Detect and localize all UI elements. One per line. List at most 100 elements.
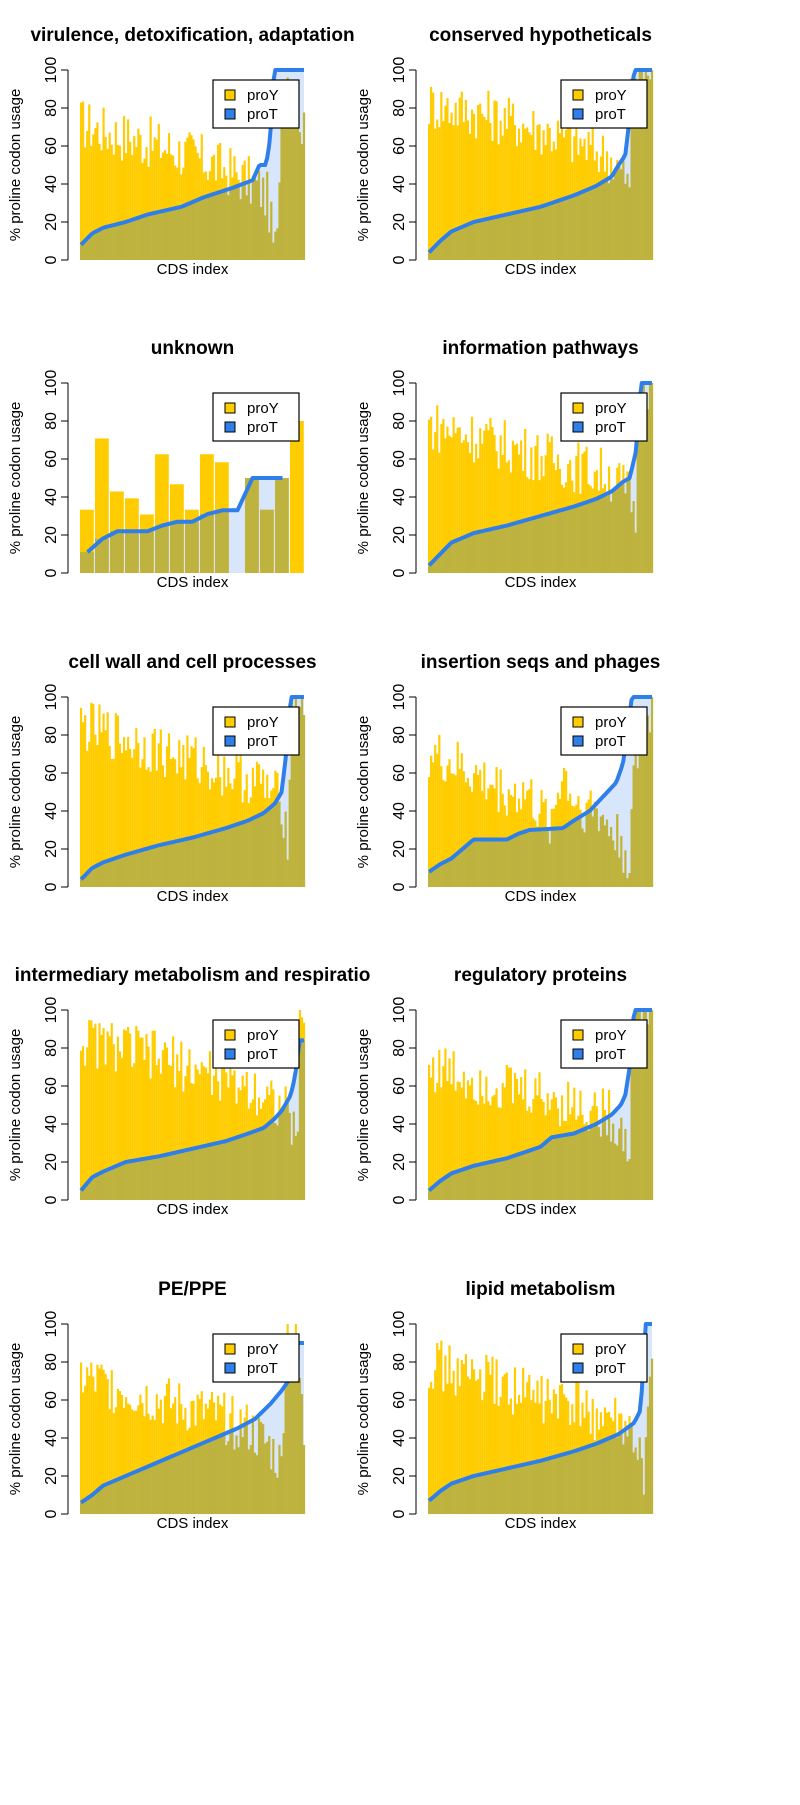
overlap-bar bbox=[473, 1165, 476, 1200]
overlap-bar bbox=[300, 697, 304, 887]
proY-bar bbox=[446, 1383, 449, 1514]
proY-bar bbox=[462, 1071, 465, 1200]
overlap-bar bbox=[560, 509, 564, 573]
proT-line bbox=[427, 381, 652, 567]
proY-bar bbox=[172, 757, 175, 887]
proY-bar bbox=[518, 1094, 521, 1200]
overlap-bar bbox=[603, 1440, 607, 1514]
overlap-bar bbox=[129, 220, 132, 260]
proY-bar bbox=[509, 1398, 512, 1514]
overlap-bar bbox=[450, 231, 453, 260]
overlap-bar bbox=[444, 861, 447, 887]
overlap-bar bbox=[587, 1130, 590, 1200]
overlap-bar bbox=[114, 858, 117, 887]
overlap-bar bbox=[133, 852, 136, 887]
y-tick-label: 60 bbox=[43, 1391, 60, 1409]
overlap-bar bbox=[530, 208, 533, 260]
overlap-bar bbox=[212, 1143, 216, 1200]
x-axis-label: CDS index bbox=[505, 888, 577, 905]
proY-bar bbox=[452, 417, 455, 573]
overlap-bar bbox=[280, 1111, 283, 1200]
overlap-bar bbox=[229, 1139, 232, 1200]
overlap-bar bbox=[440, 240, 443, 260]
overlap-bar bbox=[509, 524, 512, 573]
proY-bar bbox=[118, 743, 122, 887]
overlap-bar bbox=[460, 538, 463, 573]
overlap-bar bbox=[646, 75, 650, 260]
overlap-bar bbox=[477, 839, 480, 887]
overlap-bar bbox=[139, 1469, 142, 1514]
overlap-bar bbox=[239, 1136, 242, 1200]
y-tick-label: 20 bbox=[43, 1467, 60, 1485]
overlap-bar bbox=[634, 744, 637, 887]
overlap-bar bbox=[198, 1147, 201, 1200]
overlap-bar bbox=[286, 77, 289, 261]
proY-bar bbox=[546, 433, 549, 573]
overlap-bar bbox=[215, 1437, 218, 1514]
overlap-bar bbox=[438, 1491, 441, 1514]
overlap-bar bbox=[170, 842, 173, 887]
overlap-bar bbox=[298, 1040, 302, 1200]
overlap-bar bbox=[524, 831, 527, 887]
overlap-bar bbox=[522, 210, 525, 260]
legend-swatch-proT bbox=[224, 735, 236, 747]
overlap-bar bbox=[145, 848, 148, 887]
overlap-bar bbox=[456, 228, 459, 260]
proY-bar bbox=[428, 124, 431, 260]
overlap-bar bbox=[450, 1483, 453, 1514]
proY-bar bbox=[176, 1054, 179, 1200]
overlap-bar bbox=[302, 715, 306, 887]
proY-bar bbox=[96, 745, 99, 887]
overlap-bar bbox=[475, 532, 478, 573]
proY-bar bbox=[505, 1064, 508, 1200]
proY-bar bbox=[430, 86, 433, 260]
y-tick-label: 60 bbox=[391, 764, 408, 782]
legend-label-proT: proT bbox=[247, 1046, 278, 1063]
proY-bar bbox=[501, 454, 504, 573]
proY-bar bbox=[481, 1095, 484, 1200]
overlap-bar bbox=[282, 1107, 285, 1200]
overlap-bar bbox=[180, 840, 183, 887]
y-tick-label: 40 bbox=[43, 175, 60, 193]
y-tick-label: 40 bbox=[43, 1429, 60, 1447]
overlap-bar bbox=[554, 201, 557, 260]
overlap-bar bbox=[569, 1134, 572, 1200]
proY-bar bbox=[464, 99, 467, 260]
proY-bar bbox=[161, 765, 164, 887]
overlap-bar bbox=[534, 1148, 537, 1200]
overlap-bar bbox=[147, 1158, 150, 1200]
overlap-bar bbox=[503, 1158, 506, 1200]
overlap-bar bbox=[628, 478, 631, 573]
overlap-bar bbox=[452, 230, 455, 260]
proY-bar bbox=[444, 438, 447, 573]
overlap-bar bbox=[432, 248, 435, 260]
overlap-bar bbox=[202, 834, 205, 887]
overlap-bar bbox=[485, 530, 488, 573]
x-axis-label: CDS index bbox=[157, 1515, 229, 1532]
overlap-bar bbox=[493, 528, 496, 573]
proY-bar bbox=[450, 437, 453, 573]
overlap-bar bbox=[618, 1433, 621, 1514]
overlap-bar bbox=[178, 1151, 181, 1200]
proY-bar bbox=[462, 771, 465, 887]
overlap-bar bbox=[603, 825, 607, 887]
overlap-bar bbox=[153, 212, 156, 260]
x-axis-label: CDS index bbox=[505, 1201, 577, 1218]
proY-bar bbox=[536, 125, 539, 260]
overlap-bar bbox=[540, 515, 543, 573]
y-tick-label: 0 bbox=[391, 255, 408, 264]
proY-bar bbox=[475, 443, 478, 573]
overlap-bar bbox=[221, 191, 224, 260]
overlap-bar bbox=[583, 190, 586, 260]
proY-bar bbox=[515, 443, 519, 573]
proY-bar bbox=[495, 101, 498, 260]
proY-bar bbox=[575, 119, 578, 260]
overlap-bar bbox=[556, 1136, 560, 1200]
overlap-bar bbox=[235, 186, 238, 260]
proY-bar bbox=[477, 1104, 480, 1200]
overlap-bar bbox=[249, 819, 252, 887]
overlap-bar bbox=[650, 697, 654, 887]
overlap-bar bbox=[495, 1160, 498, 1200]
overlap-bar bbox=[430, 563, 433, 573]
